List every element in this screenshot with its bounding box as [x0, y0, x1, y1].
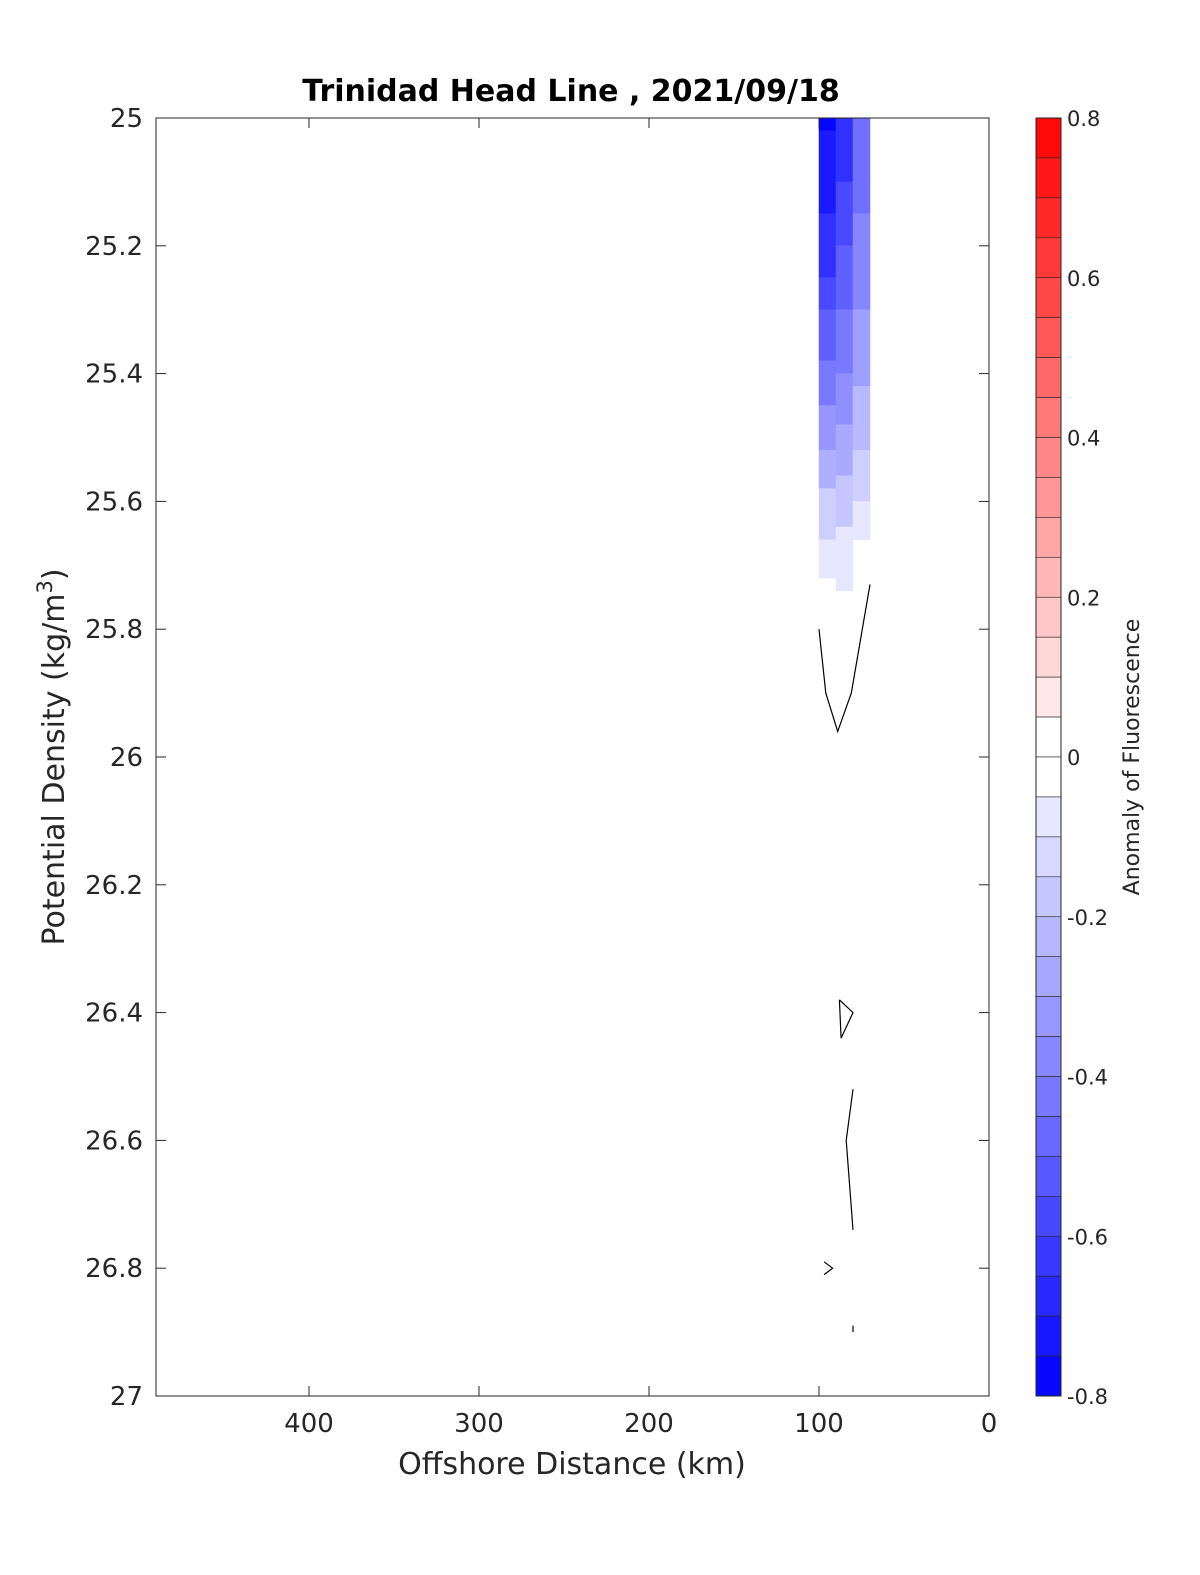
colorbar-level	[1035, 836, 1062, 878]
y-tick-label: 26.4	[85, 999, 143, 1029]
x-tick-label: 0	[981, 1409, 998, 1439]
contour-fill-band	[852, 117, 871, 215]
contour-fill-band	[818, 360, 837, 406]
colorbar-level	[1035, 676, 1062, 718]
contour-fill-band	[852, 501, 871, 540]
contour-line	[838, 999, 854, 1039]
colorbar-tick-label: -0.4	[1067, 1066, 1108, 1090]
y-tick-label: 26	[110, 743, 143, 773]
colorbar-level	[1035, 796, 1062, 838]
contour-fill-band	[835, 117, 854, 183]
colorbar-level	[1035, 157, 1062, 199]
contour-fill-band	[818, 130, 837, 215]
y-axis: 25 25.2 25.4 25.6 25.8 26 26.2 26.4 26.6 26.8 27	[85, 104, 989, 1412]
contour-fill-band	[852, 386, 871, 451]
x-tick-label: 300	[454, 1409, 504, 1439]
colorbar-tick-label: 0.2	[1067, 586, 1100, 610]
contour-fill-band	[852, 450, 871, 502]
colorbar-level	[1035, 317, 1062, 358]
colorbar-level	[1035, 1036, 1062, 1077]
y-axis-label-close: )	[37, 568, 72, 580]
colorbar-level	[1035, 636, 1062, 678]
y-tick-label: 25.8	[85, 615, 143, 645]
colorbar-level	[1035, 477, 1062, 518]
colorbar-tick-label: 0.6	[1067, 267, 1100, 291]
contour-fill-band	[818, 213, 837, 279]
y-tick-label: 25.6	[85, 487, 143, 517]
colorbar-tick-label: -0.2	[1067, 906, 1108, 930]
y-axis-label-superscript: 3	[33, 580, 57, 593]
colorbar-level	[1035, 876, 1062, 918]
contour-line-layer	[818, 584, 871, 1333]
contour-fill-band	[835, 526, 854, 592]
colorbar-level	[1035, 1116, 1062, 1157]
contour-line	[823, 1261, 834, 1276]
contour-fill-band	[852, 213, 871, 310]
contour-fill-band	[818, 405, 837, 451]
chart-title: Trinidad Head Line , 2021/09/18	[302, 74, 839, 109]
colorbar-level	[1035, 956, 1062, 997]
colorbar-level	[1035, 1076, 1062, 1117]
contour-fill-band	[818, 450, 837, 489]
contour-fill-band	[818, 488, 837, 540]
contour-fill-band	[818, 117, 837, 132]
y-axis-label: Potential Density (kg/m3)	[33, 568, 72, 945]
colorbar-level	[1035, 916, 1062, 957]
colorbar-level	[1035, 1196, 1062, 1237]
colorbar-level	[1035, 517, 1062, 558]
y-tick-label: 26.6	[85, 1126, 143, 1156]
x-tick-label: 200	[624, 1409, 674, 1439]
colorbar-tick-label: -0.6	[1067, 1225, 1108, 1249]
x-axis-label: Offshore Distance (km)	[398, 1447, 746, 1482]
colorbar-level	[1035, 357, 1062, 398]
colorbar-tick-label: 0.8	[1067, 107, 1100, 131]
colorbar-level	[1035, 197, 1062, 239]
contour-fill-band	[818, 539, 837, 579]
colorbar-tick-label: 0	[1067, 746, 1080, 770]
colorbar-tick-label: -0.8	[1067, 1385, 1108, 1409]
contour-fill-band	[835, 373, 854, 425]
x-tick-label: 400	[284, 1409, 334, 1439]
y-tick-label: 26.8	[85, 1254, 143, 1284]
colorbar: 0.8 0.6 0.4 0.2 0 -0.2 -0.4 -0.6 -0.8	[1035, 107, 1108, 1409]
colorbar-level	[1035, 557, 1062, 598]
colorbar-level	[1035, 1355, 1062, 1397]
colorbar-level	[1035, 716, 1062, 758]
colorbar-label: Anomaly of Fluorescence	[1120, 619, 1145, 896]
colorbar-level	[1035, 596, 1062, 638]
colorbar-level	[1035, 277, 1062, 318]
colorbar-level	[1035, 1156, 1062, 1197]
y-tick-label: 25	[110, 104, 143, 134]
colorbar-level	[1035, 437, 1062, 478]
x-tick-label: 100	[794, 1409, 844, 1439]
contour-line	[818, 584, 871, 734]
colorbar-level	[1035, 1235, 1062, 1277]
colorbar-level	[1035, 237, 1062, 279]
y-tick-label: 26.2	[85, 871, 143, 901]
contour-fill-band	[818, 277, 837, 310]
contour-fill-band	[852, 309, 871, 387]
contour-fill-band	[818, 309, 837, 362]
y-tick-label: 25.4	[85, 360, 143, 390]
contour-fill-band	[835, 309, 854, 374]
contour-fill-band	[835, 181, 854, 247]
y-axis-label-main: Potential Density (kg/m	[37, 594, 72, 946]
y-tick-label: 25.2	[85, 232, 143, 262]
colorbar-level	[1035, 996, 1062, 1037]
contour-fill-band	[835, 475, 854, 528]
colorbar-level	[1035, 756, 1062, 798]
colorbar-tick-label: 0.4	[1067, 427, 1100, 451]
y-tick-label: 27	[110, 1382, 143, 1412]
contour-line	[845, 1089, 854, 1230]
x-axis: 400 300 200 100 0	[284, 118, 997, 1439]
contour-fill-band	[835, 245, 854, 310]
colorbar-level	[1035, 117, 1062, 159]
contour-fill-layer	[818, 117, 871, 592]
colorbar-frame	[1035, 117, 1062, 1397]
colorbar-level	[1035, 397, 1062, 438]
colorbar-level	[1035, 1275, 1062, 1317]
contour-fill-band	[835, 424, 854, 477]
colorbar-level	[1035, 1315, 1062, 1357]
